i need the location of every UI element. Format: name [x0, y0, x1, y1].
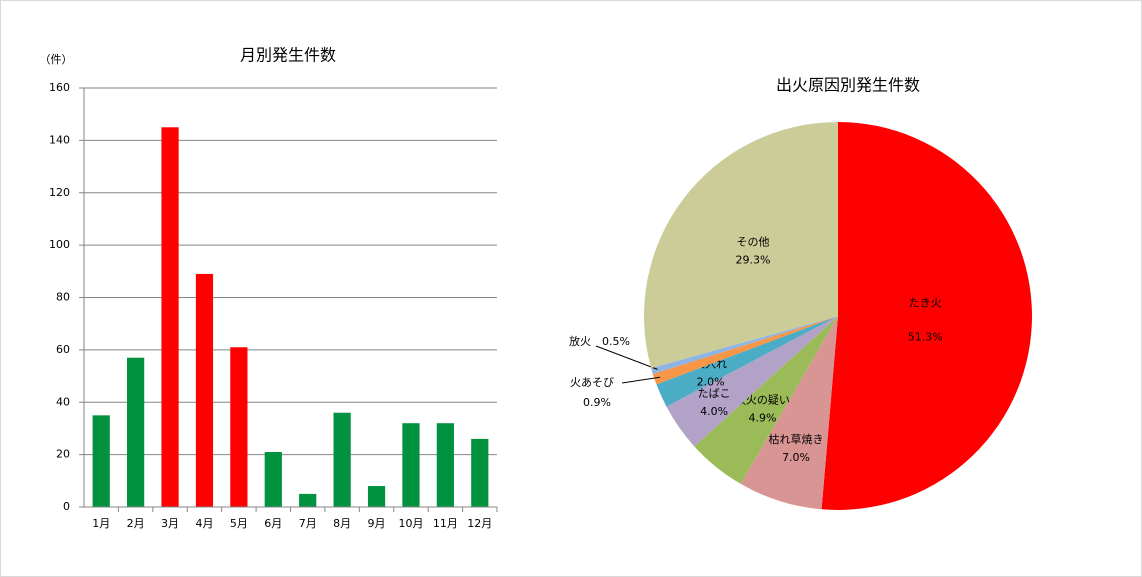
y-tick-label: 120	[49, 186, 70, 199]
bar	[402, 423, 420, 507]
slice-value: 0.9%	[583, 396, 611, 409]
bar	[333, 412, 351, 507]
slice-value: 4.9%	[748, 412, 776, 425]
x-tick-label: 1月	[92, 517, 110, 530]
y-axis-label: （件）	[40, 53, 73, 66]
bar-title: 月別発生件数	[240, 46, 336, 65]
slice-label: 火あそび	[570, 376, 614, 389]
slice-value: 0.5%	[602, 335, 630, 348]
slice-value: 2.0%	[697, 375, 725, 388]
bar	[127, 357, 145, 507]
slice-value: 51.3%	[908, 331, 943, 344]
bar	[195, 273, 214, 507]
slice-label: たき火	[909, 297, 942, 310]
bar	[161, 127, 179, 507]
slice-label: 枯れ草焼き	[769, 432, 824, 446]
y-tick-label: 20	[56, 448, 70, 461]
bar	[436, 423, 454, 507]
x-tick-label: 8月	[333, 517, 351, 530]
pie-slice	[651, 316, 838, 374]
y-tick-label: 100	[49, 238, 70, 251]
slice-label: その他	[737, 235, 770, 248]
x-tick-label: 5月	[230, 517, 248, 530]
slice-value: 4.0%	[700, 405, 728, 418]
pie-slice	[652, 316, 838, 385]
x-tick-label: 4月	[195, 517, 213, 530]
slice-label: たばこ	[698, 387, 731, 400]
slice-value: 29.3%	[736, 253, 771, 266]
y-tick-label: 40	[56, 395, 70, 408]
pie-title: 出火原因別発生件数	[776, 76, 920, 95]
pie-slice	[821, 122, 1032, 510]
pie-slice	[740, 316, 838, 510]
x-tick-label: 9月	[368, 517, 386, 530]
leader-line	[621, 376, 661, 384]
leader-line	[595, 345, 658, 370]
slice-value: 7.0%	[782, 451, 810, 464]
x-tick-label: 10月	[398, 517, 423, 530]
slice-label: 放火	[569, 334, 591, 348]
bar	[367, 486, 386, 507]
x-tick-label: 2月	[127, 517, 145, 530]
x-tick-label: 3月	[161, 517, 179, 530]
x-tick-label: 7月	[299, 517, 317, 530]
x-tick-label: 11月	[433, 517, 458, 530]
bar	[230, 347, 248, 507]
bar	[299, 493, 317, 507]
bar	[471, 438, 489, 507]
pie-slice	[656, 316, 838, 407]
bar	[264, 452, 282, 507]
pie-slice	[666, 316, 838, 447]
pie-slice	[694, 316, 838, 484]
x-tick-label: 12月	[467, 517, 492, 530]
pie-slice	[644, 122, 838, 369]
y-tick-label: 60	[56, 343, 70, 356]
y-tick-label: 160	[49, 81, 70, 94]
x-tick-label: 6月	[264, 517, 282, 530]
y-tick-label: 140	[49, 133, 70, 146]
bar	[92, 415, 110, 507]
y-tick-label: 0	[63, 500, 70, 513]
y-tick-label: 80	[56, 291, 70, 304]
